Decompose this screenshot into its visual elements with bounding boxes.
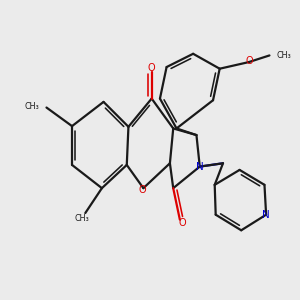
Text: CH₃: CH₃	[24, 101, 39, 110]
Text: O: O	[245, 56, 253, 66]
Text: N: N	[196, 162, 204, 172]
Text: CH₃: CH₃	[75, 214, 90, 223]
Text: N: N	[262, 210, 270, 220]
Text: O: O	[139, 184, 147, 195]
Text: CH₃: CH₃	[276, 51, 291, 60]
Text: O: O	[148, 63, 155, 73]
Text: O: O	[178, 218, 186, 228]
